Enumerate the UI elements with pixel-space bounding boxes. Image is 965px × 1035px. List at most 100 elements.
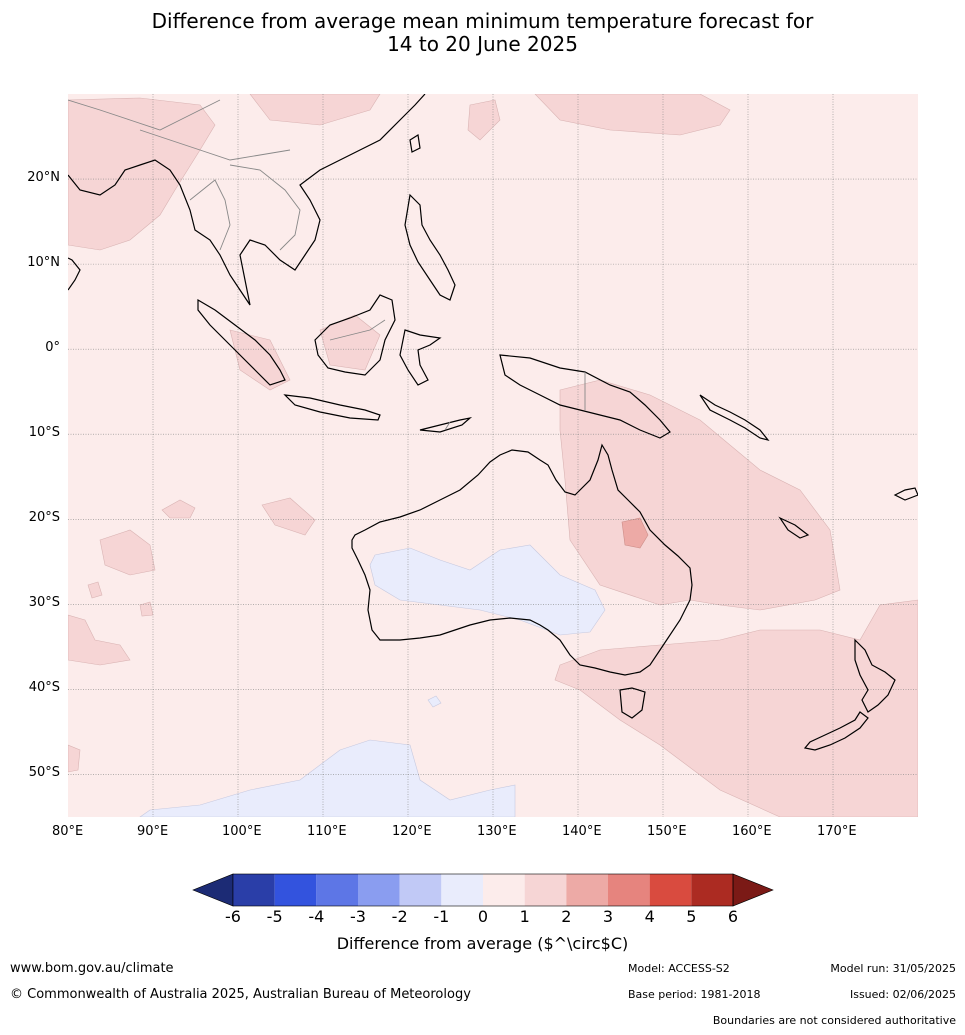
timor-outline [419,416,473,433]
border-himalaya [68,99,221,131]
colorbar-bin [608,874,650,906]
latitude-label: 50°S [28,765,60,781]
disclaimer-text: Boundaries are not considered authoritat… [712,1014,956,1027]
latitude-label: 30°S [28,595,60,611]
colorbar-label: Difference from average ($^\circ$C) [336,934,629,953]
colorbar-tick-label: -5 [266,907,283,926]
colorbar-tick-label: -6 [225,907,241,926]
colorbar-bin [691,874,733,906]
copyright-text: © Commonwealth of Australia 2025, Austra… [10,987,471,1002]
longitude-label: 140°E [562,824,602,839]
region-cool-australia [369,544,606,636]
colorbar-bin [399,874,442,906]
longitude-label: 110°E [307,824,347,839]
new-zealand-south-outline [803,711,869,751]
colorbar-under-arrow [192,873,234,907]
website-link[interactable]: www.bom.gov.au/climate [10,961,174,976]
colorbar-tick-label: 0 [477,907,489,926]
border-timor [444,421,451,431]
mainland-asia-outline [68,94,426,306]
title-line-2: 14 to 20 June 2025 [387,32,578,56]
colorbar-tick-label: -1 [433,907,450,926]
colorbar-bin [649,874,692,906]
colorbar-tick-label: -3 [350,907,366,926]
region-warm-indian-small-1 [161,499,196,519]
colorbar-tick-label: 6 [727,907,739,926]
colorbar-frame [232,873,734,907]
colorbar-bin [274,874,317,906]
model-text: Model: ACCESS-S2 [628,962,730,975]
region-warm-sumatra [229,329,291,391]
longitude-label: 90°E [137,824,169,839]
issued-text: Issued: 02/06/2025 [849,988,956,1001]
chart-title: Difference from average mean minimum tem… [0,10,965,56]
solomon-islands-outline [699,394,770,442]
colorbar-ticks: -6 -5 -4 -3 -2 -1 0 1 2 3 4 5 6 [0,907,965,927]
colorbar-tick-label: 4 [644,907,655,926]
border-borneo [329,319,386,341]
colorbar-bin [358,874,400,906]
latitude-label: 0° [45,340,60,356]
region-warm-east-australia [559,379,841,611]
region-warm-west-ocean [99,529,156,576]
colorbar-tick-label: 2 [561,907,572,926]
region-warm-tasman [554,599,918,817]
new-zealand-north-outline [854,638,896,713]
new-caledonia-outline [778,516,810,539]
border-myanmar-thailand [189,179,231,251]
region-cool-southern-ocean [139,739,516,817]
sumatra-outline [197,298,286,386]
region-warm-southeast-asia [68,97,216,251]
colorbar-bin [316,874,358,906]
india-east-coast [68,257,81,291]
borneo-outline [314,294,396,376]
region-warm-far-south-west [68,744,81,773]
region-warm-indian-small-3 [87,581,103,599]
japan-taiwan-outline [409,134,421,153]
longitude-label: 100°E [222,824,262,839]
coastlines [68,94,918,751]
colorbar-tick-label: 1 [519,907,530,926]
longitude-label: 160°E [732,824,772,839]
region-hot-queensland [621,517,649,549]
colorbar-bin [566,874,608,906]
colorbar-tick-label: -2 [391,907,408,926]
colorbar-bin [233,874,275,906]
longitude-label: 130°E [477,824,517,839]
colorbar-bin [441,874,483,906]
colorbar [192,873,774,907]
fiji-outline [893,487,918,501]
australia-outline [351,443,693,676]
graticule [68,94,918,817]
region-cool-small [427,695,442,708]
latitude-label: 20°S [28,510,60,526]
latitude-label: 20°N [27,170,60,186]
country-borders [68,99,586,431]
philippines-outline [404,193,456,301]
region-warm-north-west [249,94,381,126]
latitude-label: 10°S [28,425,60,441]
longitude-label: 170°E [817,824,857,839]
colorbar-over-arrow [732,873,774,907]
base-period-text: Base period: 1981-2018 [628,988,761,1001]
forecast-map [68,94,918,907]
colorbar-tick-label: 3 [602,907,614,926]
latitude-label: 40°S [28,680,60,696]
region-warm-indian-small-2 [261,497,316,536]
border-laos-vietnam [229,164,301,251]
java-outline [283,394,381,421]
region-warm-south-west-ocean [68,614,131,666]
longitude-label: 120°E [392,824,432,839]
border-china-south [139,129,291,161]
model-run-text: Model run: 31/05/2025 [830,962,956,975]
latitude-label: 10°N [27,255,60,271]
colorbar-tick-label: 5 [686,907,697,926]
longitude-label: 150°E [647,824,687,839]
region-warm-north-pacific [534,94,731,136]
sulawesi-outline [399,329,442,386]
title-line-1: Difference from average mean minimum tem… [151,9,814,33]
longitude-label: 80°E [52,824,84,839]
tasmania-outline [619,687,646,719]
region-warm-north-pacific-2 [467,99,501,141]
anomaly-regions [68,94,918,817]
